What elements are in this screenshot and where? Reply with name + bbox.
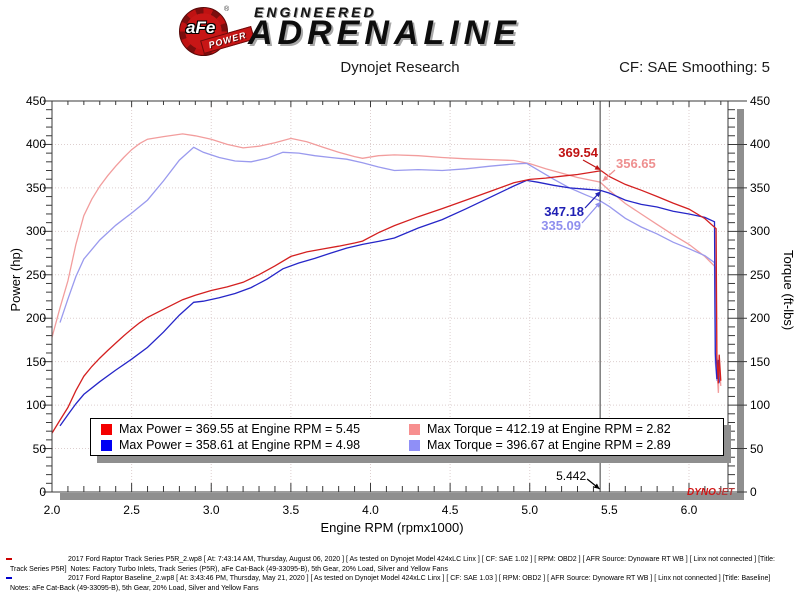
plot-shadow-right (737, 109, 744, 500)
registered-mark: ® (224, 6, 230, 13)
y-tick-label-left: 450 (25, 94, 46, 108)
y-tick-label-left: 100 (25, 398, 46, 413)
legend-swatch-2 (101, 440, 112, 451)
y-tick-label-left: 200 (25, 311, 46, 326)
smoothing-setting: CF: SAE Smoothing: 5 (619, 59, 770, 76)
y-axis-label-torque: Torque (ft-lbs) (781, 250, 796, 331)
annotation-arrow-power-baseline-head (594, 191, 601, 198)
y-tick-label-right: 50 (750, 441, 764, 456)
y-tick-label-right: 150 (750, 354, 771, 369)
x-tick-label: 5.5 (601, 503, 618, 517)
footer-run-marker (6, 558, 12, 560)
legend-entry-3: Max Torque = 396.67 at Engine RPM = 2.89 (427, 438, 671, 452)
legend-entry-2: Max Power = 358.61 at Engine RPM = 4.98 (119, 438, 361, 452)
footer-line: 2017 Ford Raptor Baseline_2.wp8 [ At: 3:… (68, 575, 771, 582)
plot-shadow-bottom (60, 493, 744, 500)
legend-entry-0: Max Power = 369.55 at Engine RPM = 5.45 (119, 422, 361, 436)
curve-power-track (52, 170, 722, 434)
y-tick-label-right: 300 (750, 224, 771, 239)
x-tick-label: 2.5 (123, 503, 140, 517)
footer-line: Notes: aFe Cat-Back (49-33095-B), 5th Ge… (10, 584, 259, 592)
y-tick-label-left: 150 (25, 354, 46, 369)
brand-adrenaline-text: ADRENALINE (248, 14, 521, 52)
plot-frame (51, 100, 729, 493)
chart-title: Dynojet Research (340, 59, 460, 76)
y-tick-label-left: 350 (25, 180, 46, 195)
x-tick-label: 4.5 (441, 503, 459, 517)
y-tick-label-left: 250 (25, 267, 46, 282)
annotation-value-torque-baseline: 335.09 (541, 218, 581, 233)
footer-line: 2017 Ford Raptor Track Series P5R_2.wp8 … (68, 556, 775, 563)
x-tick-label: 3.5 (282, 503, 300, 517)
y-tick-label-right: 350 (750, 180, 771, 195)
dynojet-watermark: DYNOJET (687, 487, 734, 498)
y-tick-label-right: 250 (750, 267, 771, 282)
dynojet-watermark-part2: JET (715, 487, 735, 498)
x-tick-label: 2.0 (43, 503, 61, 517)
annotation-value-power-baseline: 347.18 (544, 204, 584, 219)
legend-box: Max Power = 369.55 at Engine RPM = 5.45 M… (90, 418, 724, 456)
afe-logo-text: aFe (186, 18, 216, 37)
curve-torque-track (52, 133, 722, 393)
legend-swatch-1 (409, 424, 420, 435)
footer-entry-1: 2017 Ford Raptor Baseline_2.wp8 [ At: 3:… (0, 574, 800, 593)
brand-engineered-text: ENGINEERED (254, 4, 377, 20)
footer-entry-0: 2017 Ford Raptor Track Series P5R_2.wp8 … (0, 555, 800, 574)
legend-entry-1: Max Torque = 412.19 at Engine RPM = 2.82 (427, 422, 671, 436)
y-tick-label-right: 0 (750, 485, 757, 499)
y-tick-label-left: 0 (39, 485, 46, 499)
x-tick-label: 6.0 (680, 503, 698, 517)
y-tick-label-left: 400 (25, 137, 46, 152)
x-tick-label: 4.0 (362, 503, 379, 517)
y-tick-label-left: 50 (32, 441, 46, 456)
annotation-value-torque-track: 356.65 (616, 156, 656, 171)
curve-power-baseline (59, 179, 720, 427)
y-tick-label-right: 400 (750, 137, 771, 152)
annotation-value-power-track: 369.54 (558, 145, 598, 160)
footer-run-marker (6, 577, 12, 579)
run-info-footer: 2017 Ford Raptor Track Series P5R_2.wp8 … (0, 555, 800, 593)
legend-swatch-3 (409, 440, 420, 451)
y-tick-label-right: 450 (750, 94, 771, 108)
x-axis-label: Engine RPM (rpmx1000) (320, 520, 464, 535)
dynojet-watermark-part1: DYNO (687, 487, 716, 498)
legend-swatch-0 (101, 424, 112, 435)
cursor-rpm-label: 5.442 (556, 469, 587, 483)
x-tick-label: 3.0 (202, 503, 220, 517)
curve-torque-baseline (59, 146, 720, 384)
y-tick-label-left: 300 (25, 224, 46, 239)
y-tick-label-right: 100 (750, 398, 771, 413)
annotation-arrow-torque-track-head (602, 175, 609, 182)
annotation-arrow-power-track-head (594, 164, 601, 170)
cursor-arrow-head (593, 483, 600, 489)
annotation-arrow-torque-baseline-head (595, 201, 601, 208)
footer-line: Track Series P5R] Notes: Factory Turbo I… (10, 565, 448, 573)
y-tick-label-right: 200 (750, 311, 771, 326)
x-tick-label: 5.0 (521, 503, 539, 517)
